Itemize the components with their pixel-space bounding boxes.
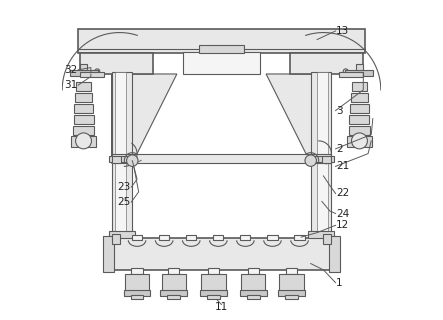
Bar (308, 156, 334, 162)
Bar (247, 295, 260, 299)
Bar (112, 154, 331, 163)
Bar (131, 295, 144, 299)
Bar (240, 235, 250, 240)
Bar (115, 72, 126, 233)
Bar (124, 290, 151, 296)
Bar (76, 82, 91, 91)
Circle shape (343, 69, 348, 74)
Bar (80, 64, 87, 70)
Circle shape (76, 133, 92, 149)
Bar (339, 72, 363, 76)
Bar (74, 115, 93, 124)
Bar (202, 274, 225, 292)
Bar (109, 156, 135, 162)
Bar (78, 29, 365, 53)
Bar (241, 274, 265, 292)
Circle shape (95, 69, 100, 74)
Text: 32: 32 (64, 65, 78, 75)
Text: 13: 13 (336, 26, 350, 36)
Circle shape (351, 133, 367, 149)
Polygon shape (112, 74, 177, 163)
Bar (208, 268, 219, 274)
Bar (280, 274, 304, 292)
Bar (352, 82, 367, 91)
Bar (308, 231, 334, 238)
Bar (80, 53, 153, 74)
Bar (109, 231, 135, 238)
Text: 23: 23 (117, 182, 131, 192)
Bar (131, 268, 143, 274)
Bar (248, 268, 259, 274)
Bar (112, 72, 132, 233)
Bar (350, 104, 369, 113)
Text: 22: 22 (336, 188, 350, 198)
Bar (346, 70, 373, 76)
Bar (323, 234, 331, 244)
Polygon shape (266, 74, 331, 163)
Bar (103, 236, 114, 272)
Bar (347, 136, 372, 147)
Text: 2: 2 (336, 144, 343, 154)
Bar (295, 235, 305, 240)
Bar (80, 72, 104, 76)
Text: 24: 24 (336, 209, 350, 219)
Bar (112, 238, 331, 270)
Circle shape (305, 155, 316, 166)
Bar (311, 72, 331, 233)
Bar (213, 235, 223, 240)
Bar (240, 290, 267, 296)
Bar (183, 52, 260, 74)
Bar (350, 115, 369, 124)
Bar (70, 70, 97, 76)
Bar (285, 295, 298, 299)
Bar (290, 53, 363, 74)
Bar (71, 136, 96, 147)
Bar (160, 290, 187, 296)
Bar (349, 125, 370, 134)
Text: 3: 3 (336, 106, 343, 116)
Bar (73, 125, 94, 134)
Bar (112, 156, 121, 163)
Bar (329, 236, 340, 272)
Bar (74, 104, 93, 113)
Text: 21: 21 (336, 161, 350, 172)
Bar (112, 234, 120, 244)
Text: 11: 11 (215, 302, 228, 312)
Bar (317, 72, 328, 233)
Bar (278, 290, 305, 296)
Bar (186, 235, 196, 240)
Bar (200, 290, 227, 296)
Bar (162, 274, 186, 292)
Bar (159, 235, 169, 240)
Bar (268, 235, 278, 240)
Text: 31: 31 (64, 80, 78, 90)
Bar (167, 295, 180, 299)
Bar (199, 45, 244, 53)
Bar (168, 268, 179, 274)
Bar (351, 93, 368, 102)
Bar (207, 295, 220, 299)
Bar (322, 156, 331, 163)
Text: 1: 1 (336, 278, 343, 288)
Text: 12: 12 (336, 220, 350, 230)
Text: 25: 25 (117, 197, 131, 207)
Bar (75, 93, 92, 102)
Bar (125, 274, 149, 292)
Bar (286, 268, 297, 274)
Bar (132, 235, 142, 240)
Circle shape (127, 155, 138, 166)
Bar (356, 64, 363, 70)
